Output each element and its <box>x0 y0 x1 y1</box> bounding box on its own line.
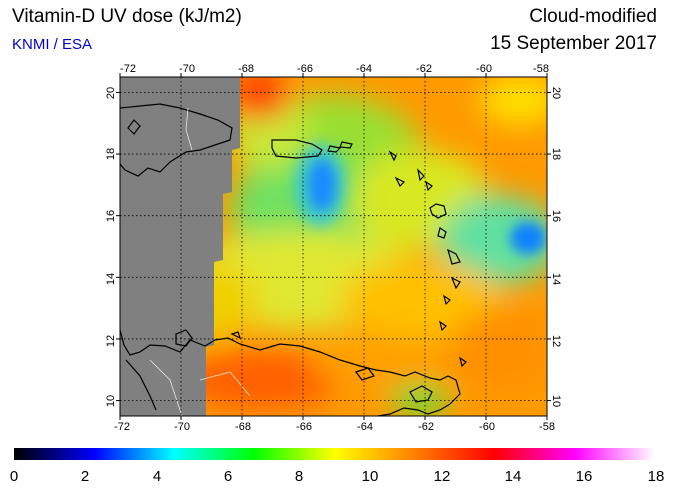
lon-label: -62 <box>418 421 434 433</box>
date-label: 15 September 2017 <box>490 33 657 54</box>
lon-labels-bottom: -72 -70 -68 -66 -64 -62 -60 -58 <box>114 421 555 433</box>
map-title: Vitamin-D UV dose (kJ/m2) <box>12 6 242 27</box>
lon-label: -66 <box>296 421 312 433</box>
lon-label: -70 <box>174 421 190 433</box>
lat-label: 20 <box>105 87 117 99</box>
colorbar-label: 0 <box>10 468 18 485</box>
colorbar-label: 10 <box>362 468 379 485</box>
source-label: KNMI / ESA <box>12 36 93 53</box>
colorbar-label: 14 <box>505 468 522 485</box>
lon-label: -58 <box>539 421 555 433</box>
lon-label: -64 <box>357 421 373 433</box>
colorbar-label: 16 <box>576 468 593 485</box>
mode-label: Cloud-modified <box>529 6 657 27</box>
lon-label: -70 <box>179 63 195 75</box>
lat-label: 14 <box>550 273 562 285</box>
lat-label: 14 <box>105 273 117 285</box>
colorbar <box>14 448 655 460</box>
lon-label: -68 <box>238 63 254 75</box>
colorbar-label: 4 <box>153 468 161 485</box>
colorbar-label: 8 <box>295 468 303 485</box>
lon-label: -58 <box>533 63 549 75</box>
uv-field <box>120 77 547 416</box>
lon-label: -66 <box>297 63 313 75</box>
map-frame <box>119 76 548 417</box>
lat-label: 16 <box>105 210 117 222</box>
lon-label: -60 <box>479 421 495 433</box>
lat-label: 18 <box>105 148 117 160</box>
country-borders <box>149 107 251 417</box>
axis-ticks <box>116 73 551 420</box>
lat-label: 10 <box>105 395 117 407</box>
lon-labels-top: -72 -70 -68 -66 -64 -62 -60 -58 <box>120 63 549 75</box>
lat-label: 12 <box>550 335 562 347</box>
lon-label: -64 <box>356 63 372 75</box>
lon-label: -72 <box>120 63 136 75</box>
lat-labels-left: 10 12 14 16 18 20 <box>105 87 117 407</box>
lon-label: -72 <box>114 421 130 433</box>
lat-label: 20 <box>550 87 562 99</box>
lat-label: 16 <box>550 210 562 222</box>
lat-label: 12 <box>105 335 117 347</box>
lon-label: -68 <box>235 421 251 433</box>
no-data-region <box>120 77 240 416</box>
colorbar-labels: 0 2 4 6 8 10 12 14 16 18 <box>10 468 665 485</box>
coastlines <box>119 103 467 417</box>
lat-label: 10 <box>550 395 562 407</box>
colorbar-label: 12 <box>434 468 451 485</box>
lon-label: -62 <box>416 63 432 75</box>
colorbar-label: 18 <box>648 468 665 485</box>
lat-label: 18 <box>550 148 562 160</box>
lon-label: -60 <box>476 63 492 75</box>
lat-labels-right: 10 12 14 16 18 20 <box>550 87 562 407</box>
colorbar-label: 2 <box>81 468 89 485</box>
colorbar-label: 6 <box>224 468 232 485</box>
